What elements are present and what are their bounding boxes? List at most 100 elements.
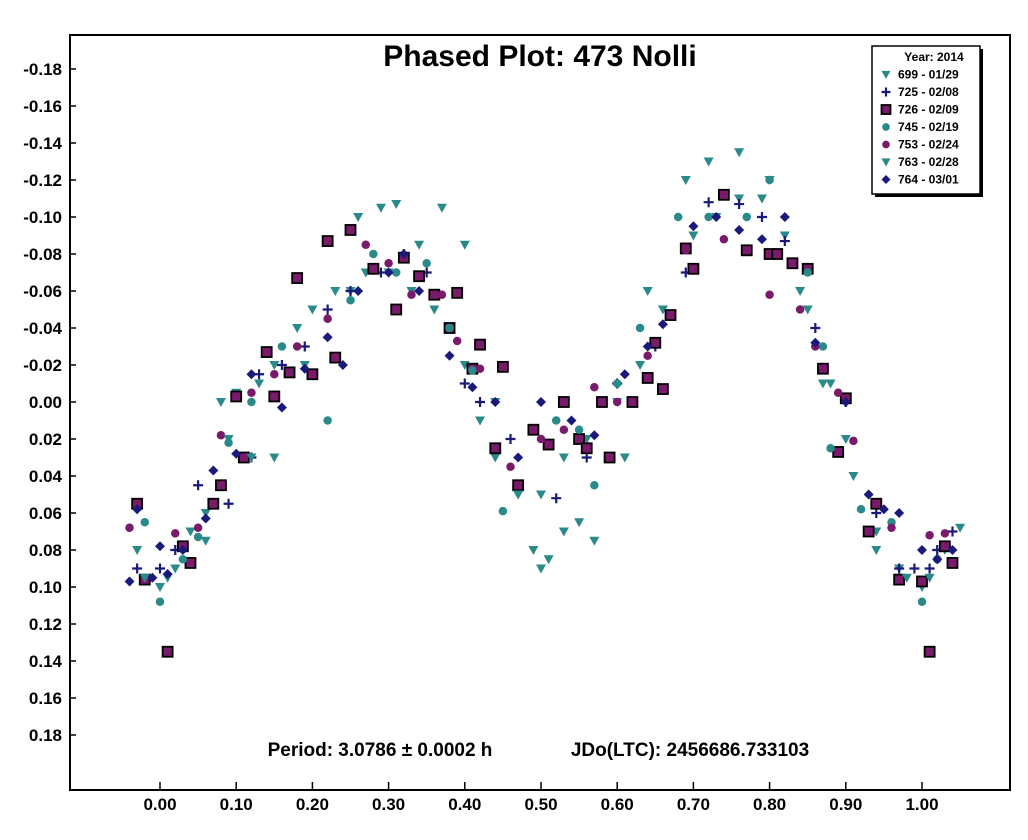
data-point (734, 148, 745, 158)
y-tick-label: 0.16 (29, 689, 62, 708)
data-point (947, 545, 958, 555)
data-point (467, 382, 478, 393)
data-point (817, 362, 829, 375)
plot-frame (69, 34, 1011, 791)
data-point (536, 564, 546, 574)
data-point (170, 529, 180, 538)
data-point (391, 268, 401, 277)
data-point (200, 536, 211, 546)
data-point (344, 224, 357, 236)
data-point (938, 540, 951, 553)
data-point (299, 363, 310, 374)
data-point (703, 157, 714, 167)
data-point (558, 453, 569, 463)
data-point (528, 546, 539, 555)
data-point (536, 490, 546, 500)
data-point (506, 462, 515, 471)
x-axis: 0.00 0.10 0.20 0.30 0.40 0.50 0.60 0.70 0.80 0.90… (143, 782, 939, 814)
data-point (756, 194, 767, 204)
data-point (909, 563, 920, 574)
data-point (551, 416, 561, 425)
data-point (680, 176, 691, 185)
data-point (734, 194, 745, 204)
data-point (247, 388, 256, 397)
data-point (329, 351, 342, 364)
data-point (635, 323, 645, 333)
data-point (193, 532, 203, 542)
data-point (323, 314, 332, 323)
data-point (155, 563, 165, 574)
data-point (451, 286, 464, 299)
data-point (923, 645, 936, 658)
data-point (330, 287, 341, 296)
data-point (590, 481, 599, 490)
data-point (323, 416, 332, 425)
data-point (177, 545, 188, 555)
data-point (779, 236, 790, 247)
data-point (832, 446, 845, 458)
data-point (641, 372, 654, 384)
data-point (216, 431, 226, 440)
data-point (139, 573, 150, 583)
data-point (657, 319, 668, 330)
data-point (542, 438, 555, 451)
data-point (649, 336, 662, 349)
data-point (124, 576, 135, 587)
data-point (223, 498, 234, 509)
y-tick-label: -0.14 (23, 134, 62, 153)
data-point (559, 425, 569, 434)
legend-marker (881, 87, 891, 97)
data-point (955, 523, 966, 533)
y-tick-label: -0.06 (23, 282, 62, 301)
chart-title: Phased Plot: 473 Nolli (383, 40, 696, 73)
data-point (246, 453, 257, 463)
legend-entry: 726 - 02/09 (898, 103, 959, 117)
data-point (299, 341, 310, 352)
data-point (436, 203, 447, 213)
data-point (924, 563, 935, 574)
data-point (817, 379, 828, 389)
data-point (292, 342, 302, 351)
data-point (557, 396, 570, 408)
legend-entry: 753 - 02/24 (898, 138, 959, 152)
data-point (558, 527, 569, 537)
legend-marker (880, 104, 892, 115)
data-point (513, 490, 524, 500)
y-tick-label: 0.06 (29, 504, 62, 523)
data-point (765, 290, 774, 299)
data-point (917, 597, 927, 607)
data-point (802, 305, 813, 315)
data-point (384, 259, 393, 268)
data-point (437, 290, 447, 299)
data-point (254, 379, 265, 389)
data-point (512, 479, 525, 492)
data-point (833, 388, 843, 397)
data-point (947, 526, 958, 537)
data-point (688, 231, 699, 241)
data-point (894, 508, 905, 518)
data-point (277, 342, 287, 351)
y-axis: -0.18 -0.16 -0.14 -0.12 -0.10 -0.08 -0.06 -0.04… (23, 60, 76, 745)
y-tick-label: 0.08 (29, 541, 62, 560)
y-tick-label: -0.16 (23, 97, 62, 116)
y-tick-label: 0.10 (29, 578, 62, 597)
data-point (734, 224, 745, 235)
data-point (795, 287, 806, 296)
data-points (124, 148, 966, 658)
data-point (543, 555, 554, 565)
data-point (924, 573, 935, 583)
y-tick-label: -0.08 (23, 245, 62, 264)
data-point (946, 557, 959, 569)
data-point (589, 430, 600, 441)
data-point (871, 546, 882, 555)
y-tick-label: -0.02 (23, 356, 62, 375)
data-point (940, 529, 950, 538)
data-point (215, 398, 226, 407)
data-point (170, 564, 181, 574)
data-point (681, 246, 691, 255)
y-tick-label: 0.14 (29, 652, 63, 671)
data-point (717, 188, 730, 201)
data-point (887, 523, 896, 533)
data-point (155, 541, 165, 552)
data-point (849, 436, 858, 446)
